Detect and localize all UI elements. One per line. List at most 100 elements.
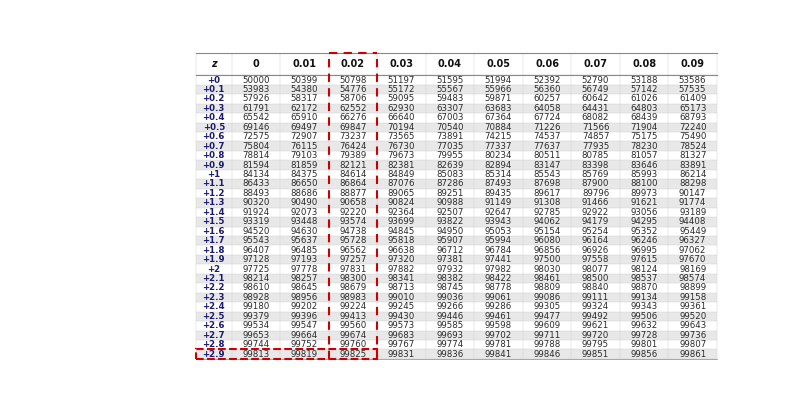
Bar	[280, 264, 329, 274]
Bar	[571, 53, 620, 75]
Text: 68082: 68082	[582, 113, 610, 122]
Text: 96485: 96485	[290, 246, 318, 255]
Text: +0.7: +0.7	[202, 142, 225, 151]
Text: 99379: 99379	[242, 312, 270, 321]
Bar	[329, 170, 377, 179]
Text: 53586: 53586	[679, 75, 706, 85]
Text: 96926: 96926	[582, 246, 609, 255]
Text: 55172: 55172	[388, 85, 415, 94]
Bar	[571, 293, 620, 302]
Text: 85543: 85543	[534, 170, 561, 179]
Bar	[620, 302, 668, 311]
Bar	[196, 283, 231, 293]
Text: +2.1: +2.1	[202, 274, 225, 283]
Bar	[474, 104, 522, 113]
Text: 93574: 93574	[339, 217, 366, 226]
Bar	[522, 160, 571, 170]
Text: 66276: 66276	[339, 113, 366, 122]
Text: 67364: 67364	[485, 113, 512, 122]
Bar	[196, 179, 231, 189]
Text: 70884: 70884	[485, 123, 512, 132]
Bar	[280, 113, 329, 123]
Bar	[522, 123, 571, 132]
Bar	[280, 189, 329, 198]
Text: 97500: 97500	[534, 255, 561, 264]
Text: 91466: 91466	[582, 198, 610, 207]
Text: 92647: 92647	[485, 208, 512, 217]
Bar	[377, 245, 426, 255]
Bar	[474, 217, 522, 226]
Text: 98537: 98537	[630, 274, 658, 283]
Bar	[474, 141, 522, 151]
Text: 97615: 97615	[630, 255, 658, 264]
Bar	[474, 160, 522, 170]
Bar	[474, 226, 522, 236]
Bar	[571, 217, 620, 226]
Text: 99861: 99861	[679, 350, 706, 359]
Bar	[571, 274, 620, 283]
Text: 94179: 94179	[582, 217, 609, 226]
Bar	[474, 132, 522, 141]
Bar	[329, 302, 377, 311]
Bar	[196, 151, 231, 160]
Bar	[474, 198, 522, 208]
Bar	[280, 217, 329, 226]
Bar	[329, 293, 377, 302]
Text: +0.8: +0.8	[202, 151, 225, 160]
Text: 98809: 98809	[534, 284, 561, 292]
Text: 75490: 75490	[679, 132, 706, 141]
Text: 61791: 61791	[242, 104, 270, 113]
Bar	[280, 330, 329, 340]
Bar	[668, 123, 717, 132]
Text: 69146: 69146	[242, 123, 270, 132]
Bar	[426, 264, 474, 274]
Bar	[280, 104, 329, 113]
Bar	[668, 302, 717, 311]
Bar	[668, 132, 717, 141]
Text: 64803: 64803	[630, 104, 658, 113]
Text: 53188: 53188	[630, 75, 658, 85]
Text: +1.3: +1.3	[202, 198, 225, 207]
Bar	[329, 141, 377, 151]
Text: 89065: 89065	[388, 189, 415, 198]
Text: 71566: 71566	[582, 123, 610, 132]
Bar	[620, 151, 668, 160]
Bar	[522, 104, 571, 113]
Bar	[196, 132, 231, 141]
Text: 99841: 99841	[485, 350, 512, 359]
Bar	[426, 236, 474, 245]
Bar	[620, 94, 668, 104]
Text: 99430: 99430	[388, 312, 415, 321]
Text: 97441: 97441	[485, 255, 512, 264]
Bar	[620, 236, 668, 245]
Bar	[571, 189, 620, 198]
Text: +1.5: +1.5	[202, 217, 225, 226]
Text: 99396: 99396	[290, 312, 318, 321]
Text: 79955: 79955	[436, 151, 463, 160]
Bar	[668, 94, 717, 104]
Text: 90490: 90490	[290, 198, 318, 207]
Text: 96562: 96562	[339, 246, 366, 255]
Text: +1.4: +1.4	[202, 208, 225, 217]
Bar	[571, 141, 620, 151]
Bar	[620, 189, 668, 198]
Text: +0.4: +0.4	[202, 113, 225, 122]
Bar	[474, 245, 522, 255]
Text: 99760: 99760	[339, 340, 366, 349]
Text: 91774: 91774	[679, 198, 706, 207]
Text: 79389: 79389	[339, 151, 366, 160]
Text: 59483: 59483	[436, 94, 464, 103]
Text: 99134: 99134	[630, 293, 658, 302]
Bar	[196, 217, 231, 226]
Bar	[426, 104, 474, 113]
Text: 98574: 98574	[679, 274, 706, 283]
Text: 88686: 88686	[290, 189, 318, 198]
Bar	[474, 302, 522, 311]
Text: 98870: 98870	[630, 284, 658, 292]
Bar	[196, 236, 231, 245]
Text: 60257: 60257	[534, 94, 561, 103]
Text: 99245: 99245	[388, 303, 415, 311]
Bar	[522, 245, 571, 255]
Text: 80234: 80234	[485, 151, 512, 160]
Text: 97882: 97882	[388, 264, 415, 274]
